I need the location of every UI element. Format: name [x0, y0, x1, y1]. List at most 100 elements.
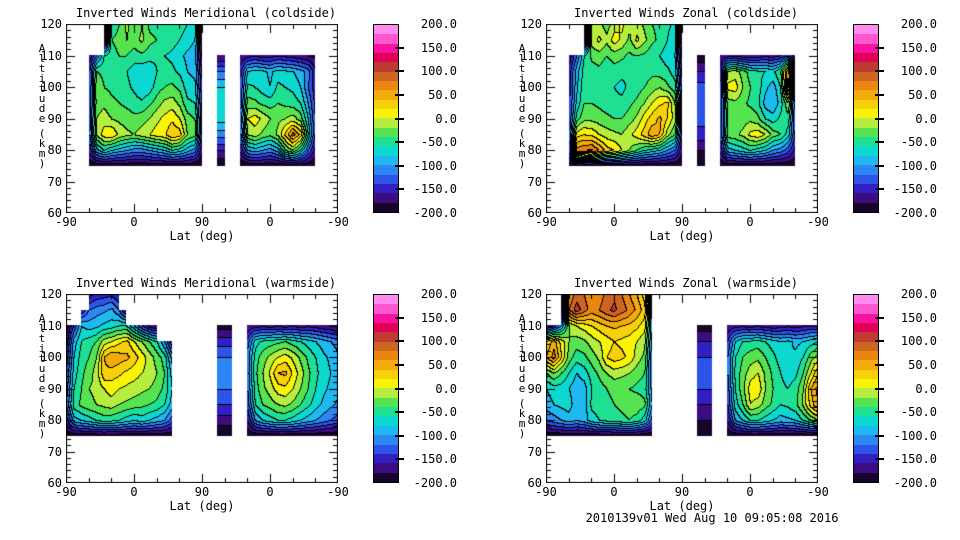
colorbar-band	[374, 174, 398, 184]
colorbar-tick	[395, 46, 404, 49]
y-axis-title-char: t	[518, 82, 526, 95]
colorbar-band	[854, 332, 878, 342]
colorbar-band	[854, 341, 878, 352]
y-axis-title-char: (	[518, 397, 526, 410]
colorbar-tick-label: -50.0	[420, 135, 457, 150]
y-axis-title-char: (	[38, 127, 46, 140]
y-tick-label: 90	[527, 111, 542, 126]
colorbar-band	[374, 416, 398, 426]
x-tick-label: -90	[807, 485, 829, 499]
colorbar-band	[854, 71, 878, 82]
x-tick-label: -90	[55, 215, 77, 229]
colorbar-tick	[875, 340, 884, 343]
colorbar-tick-label: -200.0	[413, 476, 457, 490]
y-axis-title-char: (	[38, 397, 46, 410]
colorbar-band	[854, 416, 878, 426]
colorbar-band	[374, 425, 398, 436]
colorbar-band	[854, 425, 878, 436]
colorbar-tick-label: 200.0	[420, 17, 457, 31]
x-tick-label: 90	[674, 215, 690, 229]
y-tick-label: 90	[47, 381, 62, 396]
colorbar-tick-label: -50.0	[900, 405, 937, 420]
y-tick-label: 70	[47, 444, 62, 459]
colorbar-band	[374, 90, 398, 100]
colorbar-band	[854, 323, 878, 333]
y-axis-title-char: t	[38, 62, 46, 75]
colorbar-band	[374, 435, 398, 445]
colorbar-tick	[395, 188, 404, 191]
colorbar-tick-label: 200.0	[420, 287, 457, 301]
y-axis-title-char: d	[518, 102, 526, 115]
colorbar-band	[374, 304, 398, 314]
y-tick-label: 70	[47, 174, 62, 189]
colorbar-tick	[395, 93, 404, 96]
colorbar	[853, 24, 879, 213]
colorbar-band	[854, 34, 878, 44]
panel-title: Inverted Winds Zonal (coldside)	[574, 6, 798, 20]
colorbar-band	[854, 295, 878, 305]
colorbar-tick-label: -50.0	[900, 135, 937, 150]
colorbar-band	[374, 193, 398, 203]
y-axis-title-char: l	[38, 322, 46, 335]
y-axis-title-char: d	[38, 102, 46, 115]
colorbar-band	[374, 379, 398, 389]
x-tick-label: 90	[194, 215, 210, 229]
colorbar-band	[854, 127, 878, 138]
colorbar-tick-label: 100.0	[900, 64, 937, 79]
run-id-timestamp: 2010139v01 Wed Aug 10 09:05:08 2016	[585, 511, 839, 525]
colorbar-tick	[875, 411, 884, 414]
x-tick-label: -90	[807, 215, 829, 229]
colorbar-tick	[395, 411, 404, 414]
y-axis-title-char: m	[38, 147, 46, 160]
colorbar-band	[374, 202, 398, 212]
x-tick-label: -90	[535, 215, 557, 229]
x-tick-label: 0	[610, 215, 618, 229]
x-tick-label: 0	[610, 485, 618, 499]
colorbar	[853, 294, 879, 483]
colorbar-band	[374, 25, 398, 35]
colorbar-tick-label: -150.0	[893, 182, 937, 197]
colorbar-band	[854, 202, 878, 212]
colorbar-band	[854, 360, 878, 370]
y-tick-label: 100	[40, 350, 62, 364]
y-axis-title-char: l	[518, 322, 526, 335]
y-axis-title-char: )	[38, 157, 46, 170]
y-axis-title-char: )	[38, 427, 46, 440]
colorbar-band	[374, 183, 398, 194]
x-tick-label: 0	[266, 215, 274, 229]
colorbar-tick-label: -100.0	[893, 158, 937, 173]
colorbar-band	[854, 472, 878, 482]
colorbar-tick-label: 0.0	[915, 381, 937, 396]
colorbar-tick	[395, 164, 404, 167]
x-tick-label: 0	[746, 215, 754, 229]
y-tick-label: 120	[520, 17, 542, 31]
colorbar-band	[374, 146, 398, 156]
y-tick-label: 90	[47, 111, 62, 126]
colorbar-tick	[875, 316, 884, 319]
y-axis-title-char: t	[38, 82, 46, 95]
y-axis-title-char: u	[518, 362, 526, 375]
x-tick-label: -90	[55, 485, 77, 499]
colorbar-band	[374, 351, 398, 361]
y-axis-title-char: A	[518, 42, 526, 55]
y-tick-label: 80	[527, 413, 542, 427]
y-tick-label: 110	[520, 318, 542, 333]
colorbar-band	[374, 99, 398, 110]
y-axis-title-char: k	[518, 137, 526, 150]
colorbar-band	[374, 165, 398, 175]
colorbar-band	[374, 127, 398, 138]
y-axis-title-char: m	[518, 147, 526, 160]
colorbar-tick-label: 150.0	[420, 310, 457, 325]
colorbar-band	[374, 472, 398, 482]
colorbar-tick-label: -100.0	[413, 428, 457, 443]
colorbar-band	[854, 53, 878, 63]
colorbar-tick	[875, 363, 884, 366]
colorbar-band	[374, 332, 398, 342]
colorbar-tick-label: 100.0	[420, 334, 457, 349]
colorbar-band	[374, 71, 398, 82]
y-tick-label: 120	[40, 287, 62, 301]
